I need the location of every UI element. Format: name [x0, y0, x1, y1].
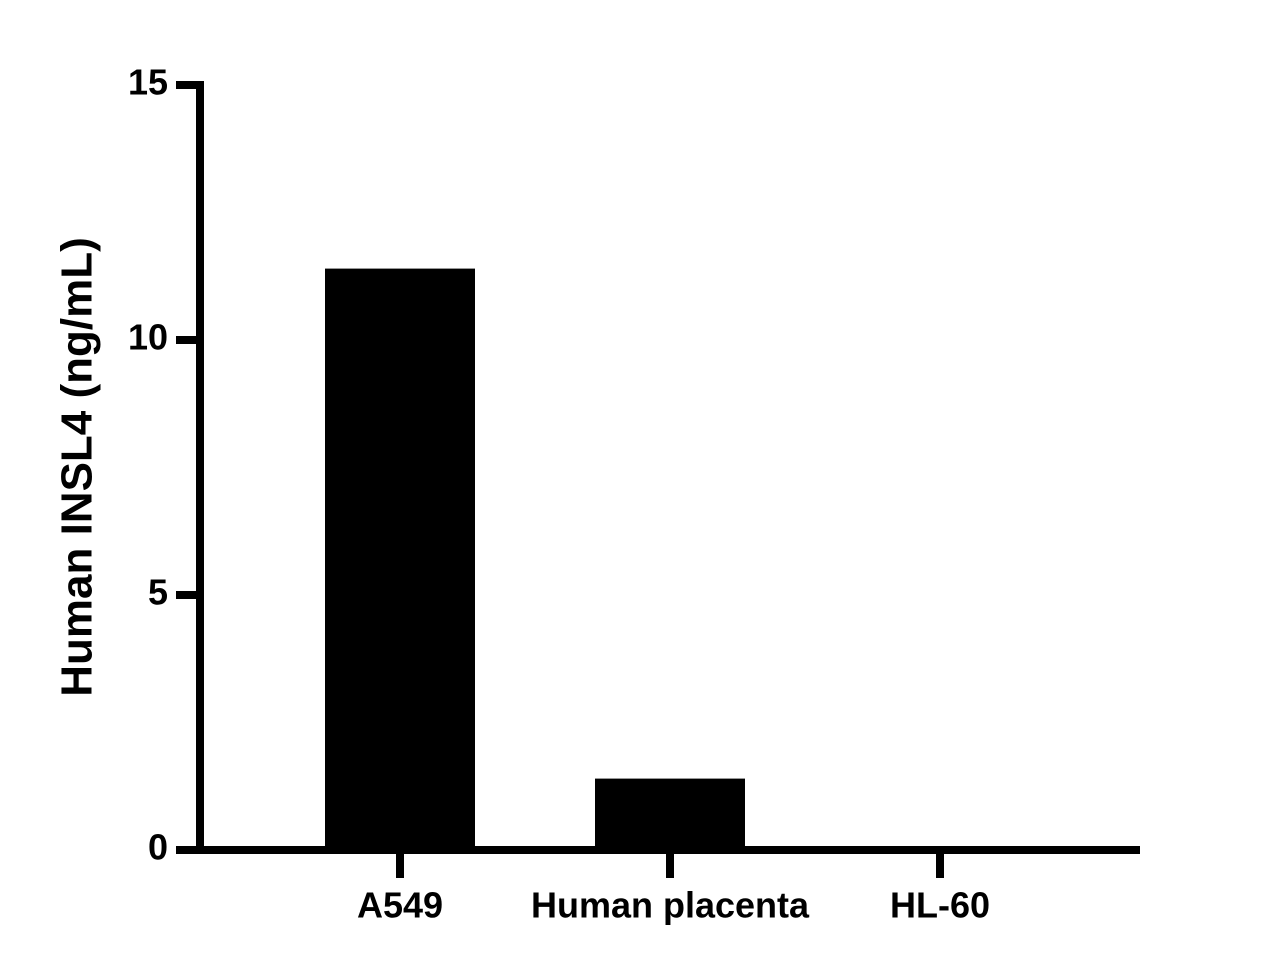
x-tick-label: HL-60 — [890, 885, 990, 926]
x-tick-label: A549 — [357, 885, 443, 926]
y-tick-label: 15 — [128, 62, 168, 103]
y-tick-label: 5 — [148, 572, 168, 613]
bar — [595, 778, 745, 850]
y-tick-label: 0 — [148, 827, 168, 868]
x-tick-label: Human placenta — [531, 885, 810, 926]
y-axis-title: Human INSL4 (ng/mL) — [53, 237, 102, 697]
y-tick-label: 10 — [128, 317, 168, 358]
bar — [325, 268, 475, 851]
